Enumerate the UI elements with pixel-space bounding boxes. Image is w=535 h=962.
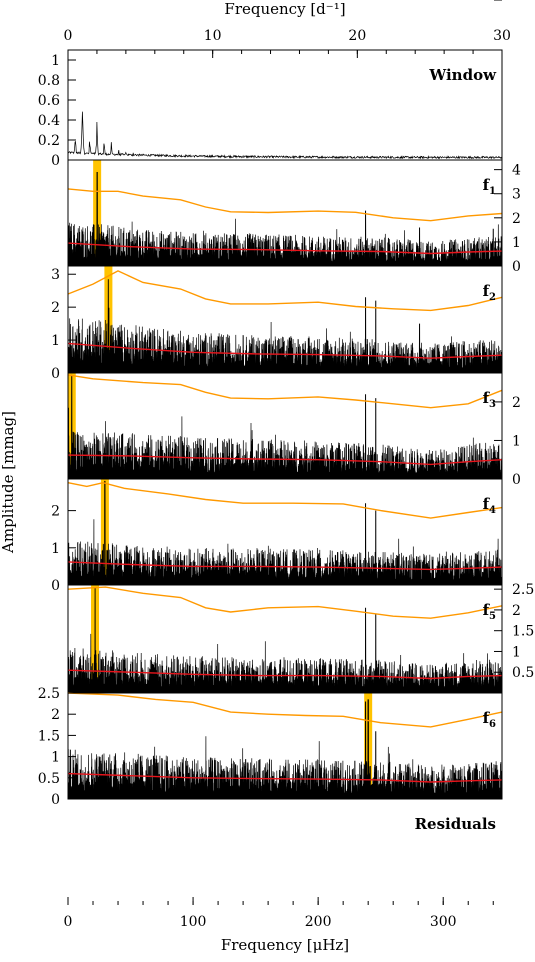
y-tick-label: 0.2 bbox=[38, 133, 60, 149]
top-axis-title: Frequency [d⁻¹] bbox=[224, 0, 345, 18]
y-tick-label: 2 bbox=[51, 707, 60, 723]
panel-label-text: f bbox=[483, 709, 491, 727]
y-tick-label: 3 bbox=[512, 187, 521, 203]
y-tick-label: 0 bbox=[512, 259, 521, 275]
y-tick-label: 1 bbox=[51, 53, 60, 69]
bottom-x-tick-label: 100 bbox=[180, 914, 207, 930]
panel-label: Residuals bbox=[415, 815, 496, 833]
panel-label-text: Residuals bbox=[415, 815, 496, 833]
bottom-x-tick-label: 200 bbox=[305, 914, 332, 930]
threshold-upper-line bbox=[67, 374, 503, 409]
x-axes-group: 0 10 20 300 100 200 300 bbox=[64, 28, 511, 930]
panel-f6: 0 0.5 1 1.5 2 2.5 f6 bbox=[38, 686, 503, 808]
y-tick-label: 2 bbox=[51, 300, 60, 316]
threshold-upper-line bbox=[67, 586, 503, 619]
panel-f5: 0.5 1 1.5 2 2.5 f5 bbox=[67, 582, 534, 694]
panel-label-text: f bbox=[483, 176, 491, 194]
y-tick-label: 2 bbox=[512, 0, 521, 4]
y-tick-label: 1 bbox=[512, 0, 521, 4]
threshold-lower-line bbox=[67, 561, 503, 571]
y-tick-label: 0.6 bbox=[38, 93, 60, 109]
y-tick-label: 0.8 bbox=[38, 73, 60, 89]
threshold-lower-line bbox=[67, 454, 503, 466]
bottom-x-tick-label: 0 bbox=[64, 914, 73, 930]
y-tick-label: 1 bbox=[51, 750, 60, 766]
panel-f4: 0 1 2 f4 bbox=[51, 478, 503, 594]
panel-label-text: Window bbox=[428, 66, 497, 84]
panel-label: f4 bbox=[483, 495, 496, 516]
y-tick-label: 0 bbox=[51, 578, 60, 594]
bottom-axis-title: Frequency [μHz] bbox=[221, 936, 349, 954]
y-tick-label: 1.5 bbox=[512, 0, 534, 4]
y-tick-label: 0 bbox=[512, 0, 521, 4]
y-tick-label: 0 bbox=[51, 792, 60, 808]
y-tick-label: 2 bbox=[512, 395, 521, 411]
y-tick-label: 0.5 bbox=[512, 0, 534, 4]
panel-residuals: 00.511.52Residuals bbox=[415, 0, 534, 833]
panel-label: f2 bbox=[483, 282, 496, 303]
bottom-x-tick-label: 300 bbox=[430, 914, 457, 930]
y-tick-label: 0.5 bbox=[38, 771, 60, 787]
y-tick-label: 0.5 bbox=[512, 665, 534, 681]
panel-label-subscript: 4 bbox=[489, 505, 496, 516]
top-x-tick-label: 10 bbox=[204, 28, 222, 44]
y-tick-label: 1 bbox=[51, 541, 60, 557]
y-tick-label: 1 bbox=[512, 644, 521, 660]
y-tick-label: 2.5 bbox=[512, 582, 534, 598]
top-x-tick-label: 30 bbox=[493, 28, 511, 44]
panel-frame bbox=[67, 692, 503, 800]
threshold-lower-line bbox=[67, 242, 503, 255]
y-tick-label: 1 bbox=[512, 235, 521, 251]
y-tick-label: 0 bbox=[51, 153, 60, 169]
y-tick-label: 0 bbox=[512, 472, 521, 488]
y-tick-label: 1.5 bbox=[512, 624, 534, 640]
top-x-tick-label: 0 bbox=[64, 28, 73, 44]
y-tick-label: 4 bbox=[512, 163, 521, 179]
panel-label-text: f bbox=[483, 495, 491, 513]
y-tick-label: 1 bbox=[512, 433, 521, 449]
y-tick-label: 0.4 bbox=[38, 113, 60, 129]
panel-label-text: f bbox=[483, 389, 491, 407]
panel-label-subscript: 5 bbox=[489, 611, 496, 622]
threshold-upper-line bbox=[67, 692, 503, 728]
threshold-upper-line bbox=[67, 188, 503, 222]
panel-window: 0 0.2 0.4 0.6 0.8 1 Window bbox=[38, 49, 503, 169]
panel-label: f3 bbox=[483, 389, 496, 410]
amplitude-spectrum bbox=[67, 111, 503, 160]
panels-group: 00.20.40.60.81Window01234f10123f2012f301… bbox=[38, 0, 534, 833]
y-tick-label: 0 bbox=[51, 366, 60, 382]
y-tick-label: 3 bbox=[51, 267, 60, 283]
threshold-upper-line bbox=[67, 481, 503, 519]
y-tick-label: 1.5 bbox=[38, 728, 60, 744]
threshold-lower-line bbox=[67, 342, 503, 359]
threshold-lower-line bbox=[67, 669, 503, 680]
panel-label-text: f bbox=[483, 601, 491, 619]
y-axis-title: Amplitude [mmag] bbox=[0, 411, 17, 554]
panel-label: f1 bbox=[483, 176, 496, 197]
threshold-lower-line bbox=[67, 772, 503, 783]
panel-label-subscript: 3 bbox=[489, 399, 496, 410]
panel-label-subscript: 2 bbox=[489, 292, 496, 303]
panel-f3: 0 1 2 f3 bbox=[67, 372, 521, 488]
panel-label-subscript: 6 bbox=[489, 719, 496, 730]
amplitude-spectrum bbox=[67, 279, 503, 374]
threshold-upper-line bbox=[67, 270, 503, 312]
y-tick-label: 1 bbox=[51, 333, 60, 349]
panel-label: f6 bbox=[483, 709, 496, 730]
amplitude-spectrum bbox=[67, 171, 503, 267]
y-tick-label: 2.5 bbox=[38, 686, 60, 702]
panel-label-subscript: 1 bbox=[489, 186, 496, 197]
y-tick-label: 2 bbox=[51, 504, 60, 520]
panel-label-text: f bbox=[483, 282, 491, 300]
amplitude-spectrum bbox=[67, 587, 503, 694]
y-tick-label: 2 bbox=[512, 603, 521, 619]
panel-label: Window bbox=[428, 66, 497, 84]
y-tick-label: 2 bbox=[512, 211, 521, 227]
panel-label: f5 bbox=[483, 601, 496, 622]
top-x-tick-label: 20 bbox=[348, 28, 366, 44]
